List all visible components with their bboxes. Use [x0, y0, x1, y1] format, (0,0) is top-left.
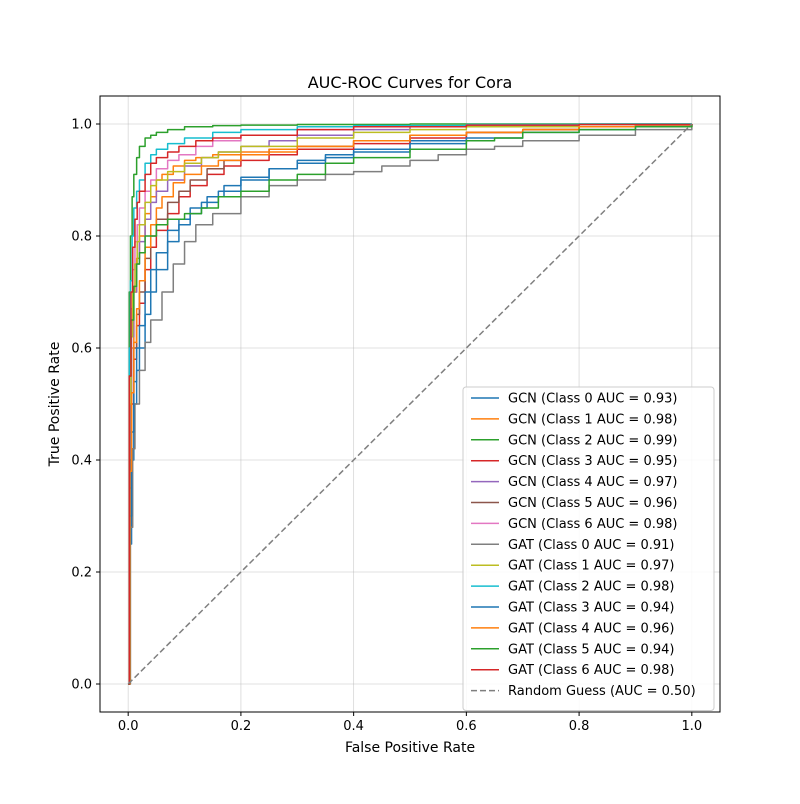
legend-label: GAT (Class 1 AUC = 0.97): [508, 559, 675, 574]
x-tick-label: 1.0: [681, 719, 702, 734]
legend-label: GCN (Class 2 AUC = 0.99): [508, 433, 677, 448]
y-tick-label: 0.0: [71, 678, 92, 693]
plot-frame: [99, 95, 721, 713]
grid-lines: [100, 96, 720, 712]
legend-label: GCN (Class 3 AUC = 0.95): [508, 454, 677, 469]
legend-label: GCN (Class 5 AUC = 0.96): [508, 496, 677, 511]
legend-label: GAT (Class 3 AUC = 0.94): [508, 601, 675, 616]
series-line-7: [128, 124, 693, 685]
chart-title: AUC-ROC Curves for Cora: [308, 73, 513, 92]
x-tick-label: 0.2: [231, 719, 252, 734]
y-tick-label: 0.6: [71, 342, 92, 357]
x-tick-label: 0.8: [569, 719, 590, 734]
series-line-12: [128, 124, 693, 685]
legend-label: GCN (Class 1 AUC = 0.98): [508, 412, 677, 427]
legend-label: GAT (Class 4 AUC = 0.96): [508, 621, 675, 636]
legend-label: Random Guess (AUC = 0.50): [508, 684, 696, 699]
legend-label: GAT (Class 5 AUC = 0.94): [508, 642, 675, 657]
legend-box: [462, 386, 715, 711]
legend-label: GAT (Class 0 AUC = 0.91): [508, 538, 675, 553]
series-line-14: [127, 123, 693, 685]
x-tick-label: 0.0: [118, 719, 139, 734]
series-line-11: [128, 124, 693, 685]
series-line-13: [128, 123, 693, 685]
y-axis-label: True Positive Rate: [47, 342, 63, 468]
series-line-10: [128, 124, 693, 685]
series-line-2: [128, 123, 692, 685]
legend-label: GAT (Class 2 AUC = 0.98): [508, 580, 675, 595]
legend: GCN (Class 0 AUC = 0.93) GCN (Class 1 AUC…: [462, 386, 715, 711]
x-axis-label: False Positive Rate: [345, 740, 475, 756]
y-tick-label: 0.2: [71, 566, 92, 581]
y-axis-ticks: 0.0 0.2 0.4 0.6 0.8 1.0: [71, 118, 100, 693]
y-tick-label: 0.8: [71, 230, 92, 245]
series-lines: [127, 123, 693, 685]
y-tick-label: 0.4: [71, 454, 92, 469]
x-axis-ticks: 0.0 0.2 0.4 0.6 0.8 1.0: [118, 712, 702, 734]
legend-label: GCN (Class 4 AUC = 0.97): [508, 475, 677, 490]
legend-label: GAT (Class 6 AUC = 0.98): [508, 663, 675, 678]
legend-label: GCN (Class 0 AUC = 0.93): [508, 392, 677, 407]
y-tick-label: 1.0: [71, 118, 92, 133]
legend-label: GCN (Class 6 AUC = 0.98): [508, 517, 677, 532]
x-tick-label: 0.6: [456, 719, 477, 734]
x-tick-label: 0.4: [343, 719, 364, 734]
